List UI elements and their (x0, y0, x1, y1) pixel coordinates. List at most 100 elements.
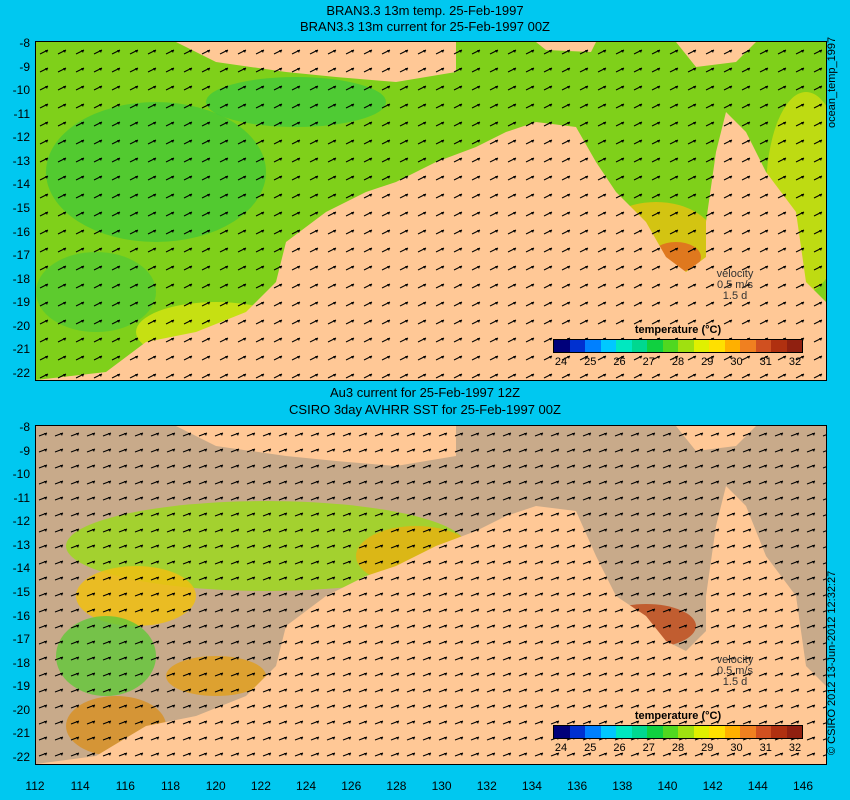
colorbar-tick-label: 29 (701, 356, 714, 368)
colorbar-strip (553, 725, 803, 739)
colorbar-segment (616, 340, 632, 352)
longitude-tick-label: 136 (567, 779, 588, 793)
colorbar-segment (678, 340, 694, 352)
colorbar-tick-label: 30 (730, 742, 743, 754)
latitude-tick-label: -21 (12, 342, 30, 357)
colorbar-segment (740, 340, 756, 352)
latitude-tick-label: -22 (12, 750, 30, 764)
latitude-tick-label: -12 (12, 130, 30, 145)
colorbar-segment (569, 726, 585, 738)
colorbar-tick-label: 28 (671, 742, 685, 754)
colorbar-segment (585, 726, 601, 738)
latitude-tick-label: -11 (13, 490, 30, 505)
bottom-map-panel (35, 425, 827, 765)
colorbar-title: temperature (°C) (634, 710, 722, 722)
colorbar-tick-label: 28 (671, 356, 685, 368)
longitude-tick-label: 140 (657, 779, 678, 793)
colorbar-segment (647, 726, 663, 738)
colorbar-tick-label: 24 (554, 742, 568, 754)
colorbar-title: temperature (°C) (634, 324, 722, 336)
latitude-tick-label: -18 (12, 271, 30, 286)
latitude-tick-label: -11 (13, 106, 30, 121)
colorbar-segment (693, 340, 709, 352)
colorbar-segment (616, 726, 632, 738)
colorbar-tick-label: 25 (584, 356, 597, 368)
bottom-side-label: © CSIRO 2012 13-Jun-2012 12:32:27 (826, 570, 838, 755)
colorbar-segment (600, 726, 616, 738)
velocity-time: 1.5 d (722, 290, 748, 302)
colorbar-segment (771, 340, 787, 352)
colorbar-tick-label: 27 (642, 742, 655, 754)
latitude-tick-label: -13 (12, 153, 30, 168)
longitude-tick-label: 132 (476, 779, 497, 793)
colorbar-segment (569, 340, 585, 352)
colorbar-tick-label: 31 (759, 742, 772, 754)
top-colorbar: temperature (°C) 24 25 26 27 28 29 30 31 32 (553, 324, 803, 370)
longitude-tick-label: 144 (747, 779, 768, 793)
colorbar-tick-label: 27 (642, 356, 655, 368)
colorbar-segment (724, 340, 740, 352)
colorbar-segment (755, 340, 771, 352)
longitude-tick-label: 126 (341, 779, 362, 793)
colorbar-segment (585, 340, 601, 352)
colorbar-segment (693, 726, 709, 738)
longitude-tick-label: 118 (160, 779, 181, 793)
bottom-title-line2: CSIRO 3day AVHRR SST for 25-Feb-1997 00Z (289, 402, 561, 417)
colorbar-segment (709, 726, 725, 738)
latitude-tick-label: -12 (12, 514, 30, 529)
velocity-scale: 0.5 m/s (716, 279, 754, 291)
bottom-title-line1: Au3 current for 25-Feb-1997 12Z (329, 385, 521, 400)
velocity-label: velocity (716, 268, 754, 280)
longitude-tick-label: 116 (115, 779, 135, 793)
latitude-tick-label: -8 (19, 420, 30, 434)
colorbar-segment (755, 726, 771, 738)
velocity-time: 1.5 d (722, 676, 748, 688)
top-title-line2: BRAN3.3 13m current for 25-Feb-1997 00Z (299, 19, 550, 34)
longitude-tick-label: 124 (296, 779, 317, 793)
colorbar-tick-labels: 24 25 26 27 28 29 30 31 32 (553, 356, 803, 370)
longitude-tick-label: 120 (205, 779, 226, 793)
longitude-tick-label: 134 (521, 779, 542, 793)
longitude-tick-label: 114 (70, 779, 90, 793)
top-title-line1: BRAN3.3 13m temp. 25-Feb-1997 (326, 3, 524, 18)
latitude-tick-label: -10 (12, 83, 30, 98)
colorbar-segment (786, 340, 802, 352)
latitude-tick-label: -15 (12, 585, 30, 599)
colorbar-tick-label: 26 (613, 356, 626, 368)
latitude-tick-label: -13 (12, 537, 30, 552)
top-map-panel (35, 41, 827, 381)
colorbar-segment (554, 340, 570, 352)
latitude-tick-label: -9 (19, 443, 30, 458)
colorbar-tick-label: 29 (701, 742, 714, 754)
colorbar-segment (678, 726, 694, 738)
top-map (36, 42, 826, 380)
latitude-tick-label: -19 (12, 679, 30, 694)
colorbar-tick-label: 31 (759, 356, 772, 368)
colorbar-segment (662, 340, 678, 352)
colorbar-strip (553, 339, 803, 353)
latitude-tick-label: -8 (19, 36, 30, 50)
top-side-label: ocean_temp_1997 (826, 36, 838, 128)
longitude-tick-label: 122 (250, 779, 271, 793)
top-velocity-legend: velocity 0.5 m/s 1.5 d (690, 269, 780, 302)
longitude-tick-label: 112 (25, 779, 45, 793)
colorbar-segment (647, 340, 663, 352)
current-vectors (36, 42, 826, 380)
bottom-velocity-legend: velocity 0.5 m/s 1.5 d (690, 655, 780, 688)
longitude-tick-label: 138 (612, 779, 633, 793)
latitude-tick-label: -16 (12, 608, 30, 623)
colorbar-tick-label: 24 (554, 356, 568, 368)
velocity-scale: 0.5 m/s (716, 665, 754, 677)
colorbar-segment (631, 340, 647, 352)
colorbar-tick-label: 32 (788, 356, 802, 368)
latitude-tick-label: -16 (12, 224, 30, 239)
colorbar-segment (709, 340, 725, 352)
latitude-tick-label: -15 (12, 201, 30, 215)
latitude-tick-label: -14 (12, 177, 30, 192)
latitude-tick-label: -17 (12, 632, 30, 647)
longitude-tick-label: 146 (792, 779, 814, 793)
colorbar-segment (631, 726, 647, 738)
colorbar-tick-label: 32 (788, 742, 802, 754)
current-vectors (36, 426, 826, 764)
bottom-map (36, 426, 826, 764)
